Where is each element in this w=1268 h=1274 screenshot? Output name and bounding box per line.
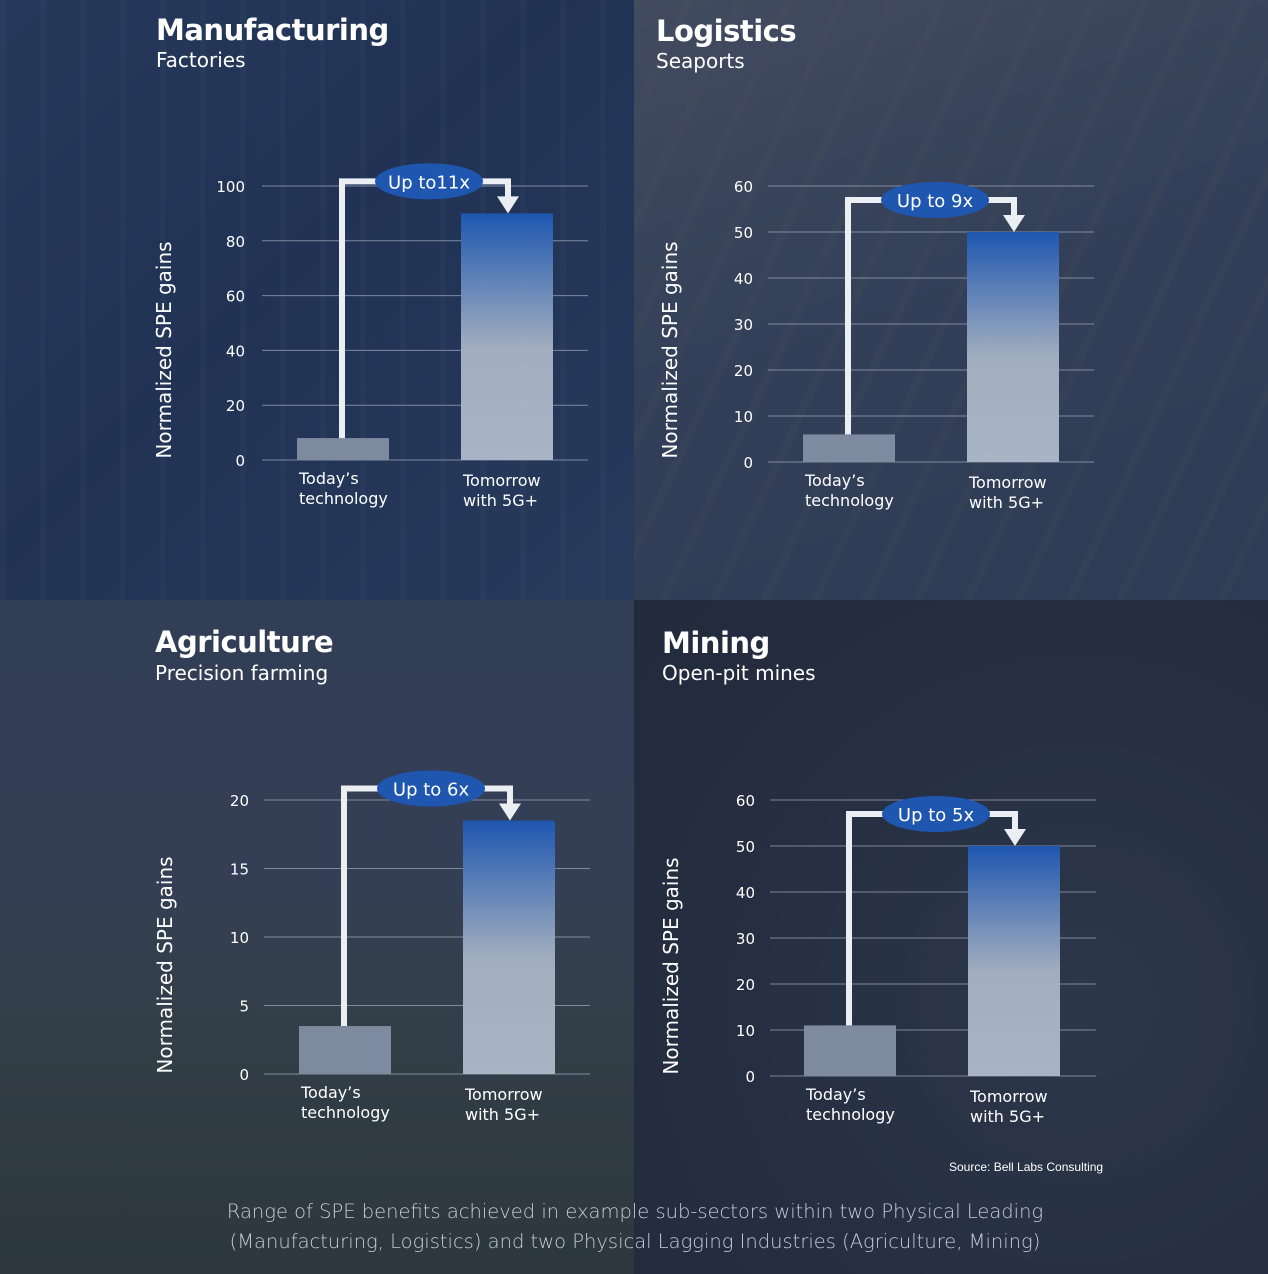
y-tick-label: 0 bbox=[239, 1066, 249, 1084]
y-axis-label: Normalized SPE gains bbox=[152, 241, 176, 458]
category-label: with 5G+ bbox=[969, 493, 1044, 512]
panel-manufacturing: Manufacturing Factories 0 20 40 60 80 100 Norm… bbox=[0, 0, 634, 600]
y-tick-label: 10 bbox=[736, 1022, 755, 1040]
chart-manufacturing: 0 20 40 60 80 100 Normalized SPE gains Up to11x… bbox=[152, 163, 588, 510]
panel-title: Agriculture bbox=[155, 625, 334, 659]
y-axis-label: Normalized SPE gains bbox=[153, 856, 177, 1073]
panel-subtitle: Open-pit mines bbox=[662, 661, 816, 685]
y-tick-label: 20 bbox=[734, 362, 753, 380]
caption-line-2: (Manufacturing, Logistics) and two Physi… bbox=[229, 1230, 1041, 1253]
arrow-head bbox=[1003, 215, 1025, 232]
y-tick-label: 30 bbox=[736, 930, 755, 948]
category-label: Today’s bbox=[298, 469, 359, 488]
multiplier-badge bbox=[882, 796, 990, 832]
arrow-head bbox=[499, 803, 521, 821]
chart-agriculture: 0 5 10 15 20 Normalized SPE gains Up to 6x Toda… bbox=[153, 770, 590, 1124]
arrow-head bbox=[1004, 829, 1026, 846]
bar-today bbox=[804, 1025, 896, 1076]
panel-title: Manufacturing bbox=[156, 13, 389, 47]
category-label: with 5G+ bbox=[465, 1105, 540, 1124]
bar-tomorrow bbox=[461, 213, 553, 460]
y-tick-label: 0 bbox=[743, 454, 753, 472]
y-tick-label: 50 bbox=[734, 224, 753, 242]
y-tick-label: 0 bbox=[235, 452, 245, 470]
y-tick-label: 100 bbox=[216, 178, 245, 196]
y-tick-label: 30 bbox=[734, 316, 753, 334]
panel-subtitle: Factories bbox=[156, 48, 246, 72]
panel-subtitle: Precision farming bbox=[155, 661, 329, 685]
y-tick-label: 60 bbox=[226, 288, 245, 306]
y-tick-label: 10 bbox=[734, 408, 753, 426]
multiplier-label: Up to11x bbox=[388, 172, 470, 193]
bar-tomorrow bbox=[968, 846, 1060, 1076]
panel-mining: Mining Open-pit mines 0 10 20 30 40 50 60 Norma… bbox=[634, 600, 1268, 1274]
figure-caption: Range of SPE benefits achieved in exampl… bbox=[200, 1197, 1070, 1257]
bar-today bbox=[299, 1026, 391, 1074]
multiplier-badge bbox=[375, 163, 483, 200]
category-label: technology bbox=[301, 1103, 390, 1122]
category-label: technology bbox=[806, 1105, 895, 1124]
multiplier-label: Up to 6x bbox=[393, 780, 470, 801]
panel-agriculture: Agriculture Precision farming 0 5 10 15 20 No… bbox=[0, 600, 634, 1274]
arrow-head bbox=[497, 196, 519, 214]
category-label: Today’s bbox=[300, 1083, 361, 1102]
y-tick-label: 20 bbox=[736, 976, 755, 994]
panel-logistics: Logistics Seaports 0 10 20 30 40 50 60 Normaliz… bbox=[634, 0, 1268, 600]
y-tick-label: 40 bbox=[734, 270, 753, 288]
multiplier-badge bbox=[377, 770, 485, 807]
y-tick-label: 40 bbox=[736, 884, 755, 902]
y-tick-label: 60 bbox=[734, 178, 753, 196]
panel-title: Mining bbox=[662, 626, 770, 660]
y-tick-label: 80 bbox=[226, 233, 245, 251]
category-label: Tomorrow bbox=[968, 473, 1047, 492]
bar-today bbox=[297, 438, 389, 460]
category-label: Today’s bbox=[805, 1085, 866, 1104]
category-label: technology bbox=[805, 491, 894, 510]
panel-subtitle: Seaports bbox=[656, 49, 745, 73]
y-tick-label: 20 bbox=[226, 397, 245, 415]
y-tick-label: 10 bbox=[230, 929, 249, 947]
bar-tomorrow bbox=[463, 820, 555, 1074]
chart-mining: 0 10 20 30 40 50 60 Normalized SPE gains Up to 5… bbox=[659, 792, 1096, 1126]
multiplier-label: Up to 5x bbox=[898, 805, 975, 826]
y-axis-label: Normalized SPE gains bbox=[659, 857, 683, 1074]
category-label: Tomorrow bbox=[464, 1085, 543, 1104]
y-tick-label: 15 bbox=[230, 861, 249, 879]
category-label: Tomorrow bbox=[969, 1087, 1048, 1106]
y-tick-label: 60 bbox=[736, 792, 755, 810]
y-tick-label: 40 bbox=[226, 342, 245, 360]
caption-line-1: Range of SPE benefits achieved in exampl… bbox=[226, 1200, 1044, 1223]
panel-title: Logistics bbox=[656, 14, 797, 48]
y-tick-label: 5 bbox=[239, 998, 249, 1016]
y-tick-label: 0 bbox=[745, 1068, 755, 1086]
multiplier-label: Up to 9x bbox=[897, 191, 974, 212]
multiplier-badge bbox=[881, 182, 989, 218]
category-label: Tomorrow bbox=[462, 471, 541, 490]
category-label: technology bbox=[299, 489, 388, 508]
source-note: Source: Bell Labs Consulting bbox=[949, 1160, 1104, 1174]
y-tick-label: 20 bbox=[230, 792, 249, 810]
category-label: with 5G+ bbox=[970, 1107, 1045, 1126]
bar-today bbox=[803, 434, 895, 462]
chart-logistics: 0 10 20 30 40 50 60 Normalized SPE gains Up to 9… bbox=[658, 178, 1094, 512]
bar-tomorrow bbox=[967, 232, 1059, 462]
y-axis-label: Normalized SPE gains bbox=[658, 241, 682, 458]
category-label: with 5G+ bbox=[463, 491, 538, 510]
y-tick-label: 50 bbox=[736, 838, 755, 856]
category-label: Today’s bbox=[804, 471, 865, 490]
